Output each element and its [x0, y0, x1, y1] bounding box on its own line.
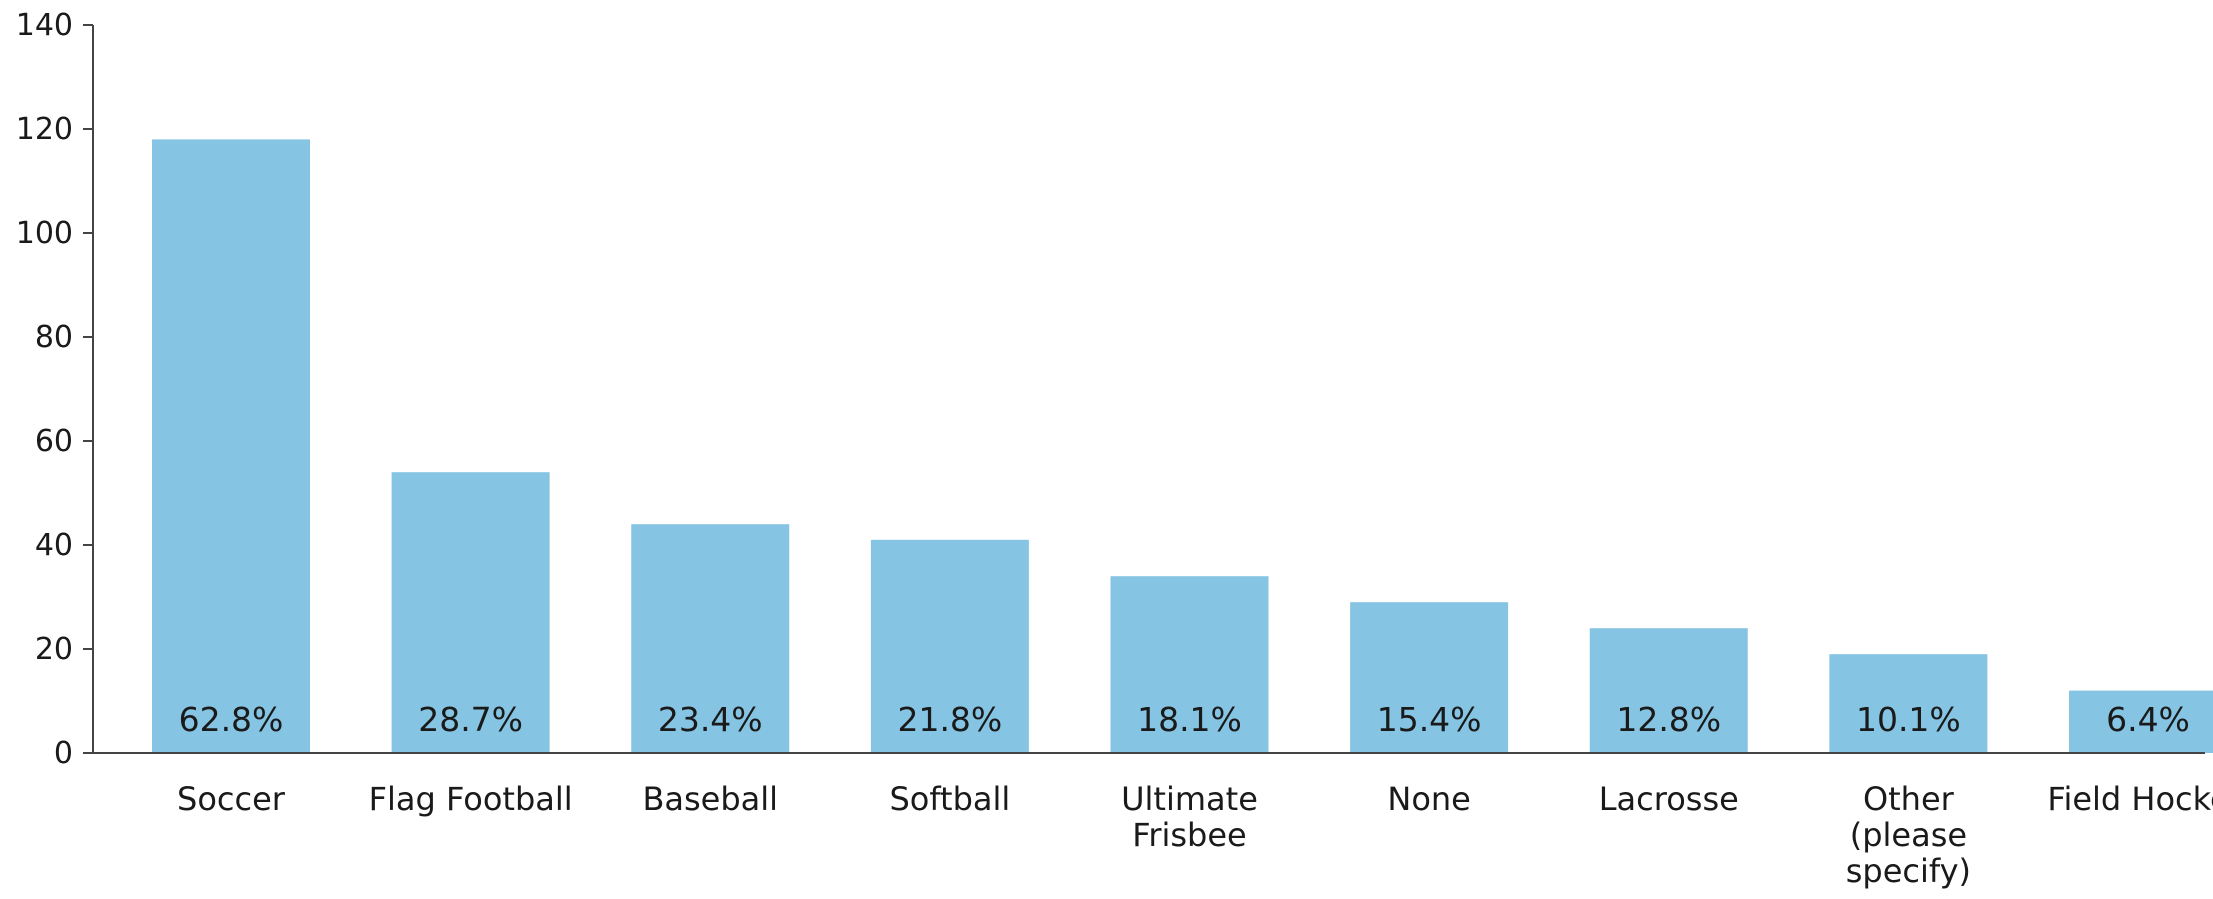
data-label: 12.8%: [1616, 700, 1721, 739]
y-tick-label: 120: [16, 112, 73, 147]
category-label: Soccer: [177, 780, 286, 818]
bar: [152, 139, 310, 753]
bar: [870, 539, 1029, 753]
labels: 0 20 40 60 80 100 120 140 62.8% Soccer 28.7% Flag F…: [16, 8, 2213, 890]
data-label: 10.1%: [1856, 700, 1961, 739]
category-label: (please: [1850, 816, 1967, 854]
y-tick-label: 80: [35, 320, 73, 355]
y-tick-label: 40: [35, 528, 73, 563]
category-label: Frisbee: [1132, 816, 1246, 854]
category-label: Baseball: [642, 780, 778, 818]
bar: [391, 472, 550, 753]
bar: [1350, 602, 1509, 753]
y-tick-label: 100: [16, 216, 73, 251]
data-label: 6.4%: [2106, 700, 2190, 739]
data-label: 23.4%: [658, 700, 763, 739]
bar: [2069, 690, 2213, 753]
bars: [152, 139, 2213, 753]
data-label: 21.8%: [897, 700, 1002, 739]
bar: [1110, 576, 1269, 753]
category-label: Field Hockey: [2047, 780, 2213, 818]
y-tick-label: 20: [35, 632, 73, 667]
category-label: None: [1387, 780, 1470, 818]
category-label: Lacrosse: [1599, 780, 1739, 818]
data-label: 28.7%: [418, 700, 523, 739]
data-label: 62.8%: [179, 700, 284, 739]
category-label: Ultimate: [1121, 780, 1258, 818]
bar: [631, 524, 790, 753]
category-label: Flag Football: [369, 780, 573, 818]
category-label: specify): [1846, 852, 1971, 890]
y-tick-label: 140: [16, 8, 73, 43]
bar: [1829, 654, 1988, 753]
axes: [83, 24, 2205, 754]
bar: [1589, 628, 1748, 753]
data-label: 15.4%: [1377, 700, 1482, 739]
category-label: Softball: [889, 780, 1010, 818]
category-label: Other: [1863, 780, 1955, 818]
y-tick-label: 0: [54, 736, 73, 771]
data-label: 18.1%: [1137, 700, 1242, 739]
y-tick-label: 60: [35, 424, 73, 459]
